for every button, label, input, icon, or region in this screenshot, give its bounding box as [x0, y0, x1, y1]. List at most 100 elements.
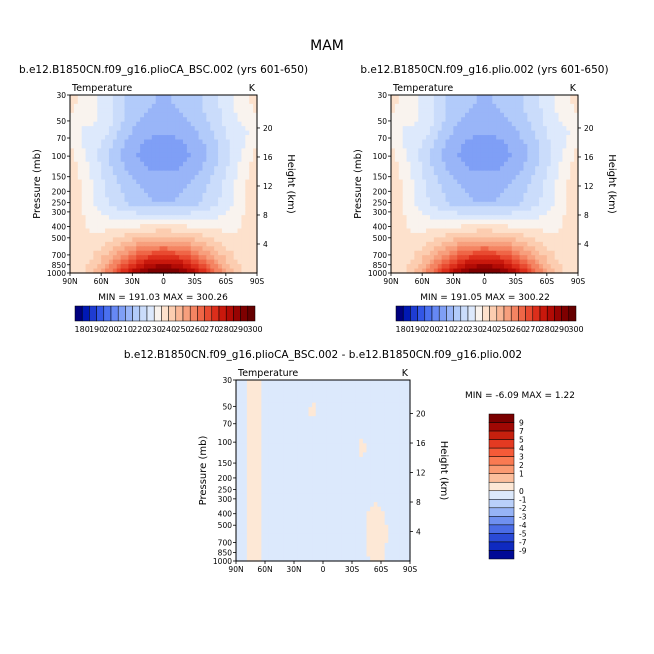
- field-cell: [484, 99, 489, 105]
- field-cell: [406, 161, 412, 167]
- field-cell: [476, 246, 482, 252]
- field-cell: [140, 157, 145, 163]
- field-cell: [73, 161, 79, 167]
- field-cell: [355, 443, 360, 449]
- field-cell: [257, 384, 262, 390]
- field-cell: [384, 411, 389, 417]
- field-cell: [85, 99, 91, 105]
- field-cell: [377, 456, 382, 463]
- field-cell: [453, 117, 458, 123]
- x-tick-label: 90S: [571, 277, 586, 286]
- field-cell: [362, 389, 368, 395]
- field-cell: [381, 456, 386, 463]
- field-cell: [341, 416, 346, 422]
- field-cell: [202, 188, 207, 194]
- field-cell: [535, 179, 540, 185]
- field-cell: [531, 126, 536, 132]
- field-cell: [330, 475, 335, 481]
- field-cell: [147, 250, 153, 256]
- field-cell: [218, 268, 223, 274]
- field-cell: [155, 103, 161, 109]
- field-cell: [496, 148, 501, 154]
- field-cell: [542, 135, 548, 141]
- field-cell: [81, 228, 87, 234]
- field-cell: [73, 95, 79, 101]
- x-tick-label: 30S: [188, 277, 203, 286]
- field-cell: [198, 148, 204, 154]
- field-cell: [301, 475, 306, 481]
- field-cell: [304, 393, 310, 399]
- field-cell: [112, 224, 118, 230]
- field-cell: [562, 121, 567, 127]
- field-cell: [377, 411, 382, 417]
- field-cell: [531, 139, 536, 145]
- field-cell: [206, 192, 211, 198]
- field-cell: [89, 264, 94, 270]
- field-cell: [163, 139, 168, 145]
- field-cell: [155, 184, 161, 190]
- field-cell: [159, 161, 165, 167]
- field-cell: [418, 152, 423, 158]
- field-cell: [85, 112, 91, 118]
- field-cell: [147, 108, 153, 114]
- field-cell: [461, 184, 466, 190]
- field-cell: [236, 470, 241, 476]
- field-cell: [550, 112, 556, 118]
- field-cell: [190, 152, 196, 158]
- field-cell: [422, 139, 427, 145]
- field-cell: [182, 219, 188, 225]
- field-cell: [250, 465, 255, 472]
- field-cell: [70, 95, 75, 101]
- field-cell: [507, 268, 513, 274]
- field-cell: [362, 443, 368, 449]
- field-cell: [261, 389, 266, 395]
- min-max-stats: MIN = 191.05 MAX = 300.22: [420, 293, 550, 303]
- field-cell: [108, 161, 114, 167]
- field-cell: [531, 157, 536, 163]
- field-cell: [399, 402, 404, 408]
- field-cell: [229, 148, 235, 154]
- field-cell: [554, 250, 560, 256]
- field-cell: [550, 143, 556, 149]
- field-cell: [476, 170, 482, 176]
- field-cell: [233, 241, 239, 247]
- field-cell: [108, 175, 114, 181]
- field-cell: [449, 175, 454, 181]
- field-cell: [429, 224, 435, 230]
- field-cell: [503, 197, 509, 203]
- field-cell: [315, 447, 320, 454]
- field-cell: [218, 121, 223, 127]
- field-cell: [410, 117, 415, 123]
- field-cell: [237, 224, 243, 230]
- field-cell: [388, 438, 393, 444]
- field-cell: [73, 264, 79, 270]
- field-cell: [480, 210, 486, 216]
- field-cell: [245, 161, 250, 167]
- field-cell: [206, 175, 211, 181]
- field-cell: [391, 184, 396, 190]
- field-cell: [144, 255, 149, 261]
- field-cell: [254, 425, 259, 431]
- field-cell: [503, 206, 509, 212]
- field-cell: [120, 175, 126, 181]
- field-cell: [112, 95, 118, 101]
- field-cell: [186, 130, 192, 136]
- field-cell: [171, 197, 176, 203]
- field-cell: [190, 255, 196, 261]
- field-cell: [449, 143, 454, 149]
- field-cell: [433, 197, 439, 203]
- field-cell: [391, 255, 396, 261]
- field-cell: [245, 201, 250, 207]
- field-cell: [186, 206, 192, 212]
- field-cell: [89, 210, 94, 216]
- field-cell: [254, 429, 259, 435]
- field-cell: [558, 175, 564, 181]
- field-cell: [214, 232, 219, 238]
- field-cell: [399, 393, 404, 399]
- field-cell: [366, 402, 371, 408]
- field-cell: [433, 103, 439, 109]
- field-cell: [85, 166, 91, 172]
- field-cell: [124, 161, 130, 167]
- field-cell: [465, 121, 470, 127]
- field-cell: [206, 250, 211, 256]
